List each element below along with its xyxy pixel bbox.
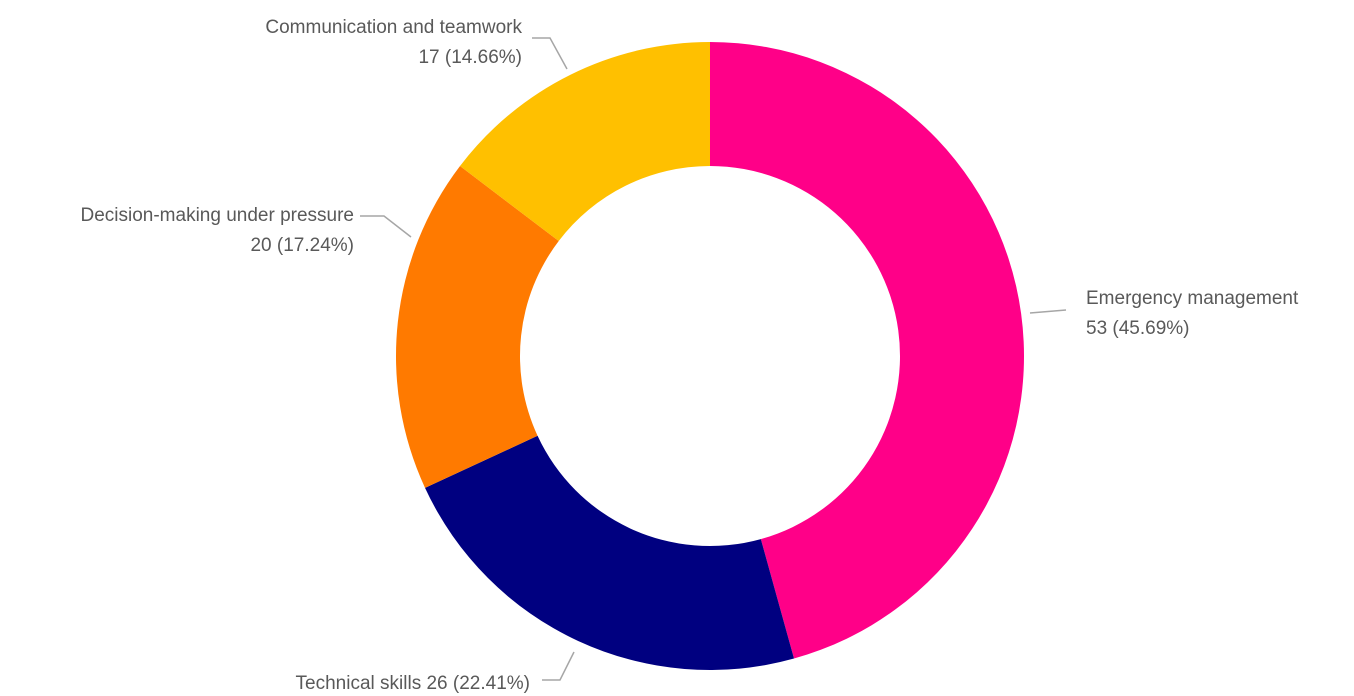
slice-emergency-management: [710, 42, 1024, 659]
slice-decision-making-under-pressure: [396, 165, 559, 488]
slice-label-value-technical-skills: 26 (22.41%): [421, 673, 530, 694]
slice-communication-and-teamwork: [460, 42, 710, 242]
slice-label-value-decision-making-under-pressure: 20 (17.24%): [250, 235, 354, 256]
leader-line-decision-making-under-pressure: [360, 215, 412, 238]
slice-technical-skills: [425, 435, 795, 670]
leader-line-communication-and-teamwork: [532, 37, 568, 70]
slice-label-value-communication-and-teamwork: 17 (14.66%): [418, 47, 522, 68]
labels-layer: Emergency management 53 (45.69%) Technical…: [80, 17, 1299, 694]
slice-label-name-emergency-management: Emergency management: [1086, 288, 1299, 309]
leader-line-emergency-management: [1029, 309, 1067, 314]
leader-line-technical-skills: [542, 651, 575, 681]
slice-label-value-emergency-management: 53 (45.69%): [1086, 318, 1190, 339]
slice-label-technical-skills: Technical skills 26 (22.41%): [296, 673, 530, 694]
slice-label-name-communication-and-teamwork: Communication and teamwork: [265, 17, 522, 38]
slice-label-name-decision-making-under-pressure: Decision-making under pressure: [80, 205, 354, 226]
slices-layer: [396, 42, 1024, 670]
slice-label-name-technical-skills: Technical skills: [296, 673, 422, 694]
